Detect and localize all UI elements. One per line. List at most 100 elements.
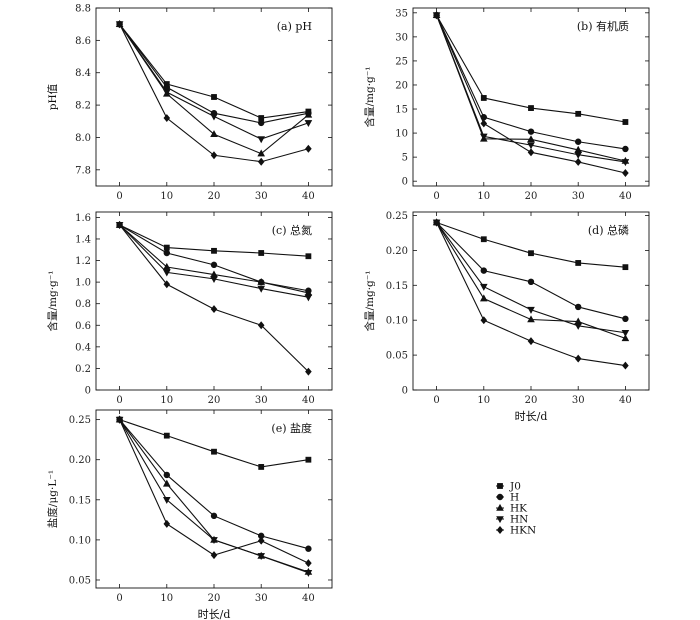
data-point-HKN <box>574 157 582 166</box>
legend-label-HKN: HKN <box>510 525 536 537</box>
x-tick-label: 40 <box>619 395 632 406</box>
data-point-J0 <box>528 250 534 257</box>
data-point-HKN <box>433 11 440 20</box>
data-point-HN <box>527 142 535 150</box>
data-point-HN <box>257 136 266 144</box>
y-tick-label: 0.10 <box>69 535 91 546</box>
data-point-HKN <box>305 367 312 376</box>
data-point-HKN <box>163 114 171 123</box>
y-tick-label: 8.2 <box>75 101 91 112</box>
x-tick-label: 10 <box>477 395 490 406</box>
data-point-HK <box>257 277 266 285</box>
data-point-HKN <box>210 151 218 160</box>
x-tick-label: 10 <box>160 593 173 604</box>
panel-2: 0 10 20 30 40 0 0.2 0.4 0.6 0.8 1.0 1.2 1.4 1.6 (c) 总氮… <box>46 211 333 406</box>
data-point-HK <box>210 130 218 138</box>
data-point-HK <box>304 110 313 118</box>
y-tick-label: 15 <box>395 105 408 116</box>
data-point-HN <box>304 294 313 302</box>
data-point-HN <box>210 276 218 284</box>
y-tick-label: 0.25 <box>386 211 408 222</box>
y-axis-label: 盐度/μg·L⁻¹ <box>46 470 59 528</box>
series-line-HKN <box>119 23 309 163</box>
data-point-J0 <box>622 119 629 125</box>
data-point-J0 <box>163 244 170 251</box>
data-point-H <box>574 138 582 145</box>
x-tick-label: 20 <box>208 395 221 406</box>
data-point-HKN <box>163 519 171 528</box>
y-axis-label: 含量/mg·g⁻¹ <box>46 270 59 331</box>
data-point-HKN <box>210 305 218 314</box>
data-point-J0 <box>258 464 265 470</box>
legend-marker-J0 <box>497 483 503 489</box>
x-tick-label: 30 <box>255 395 268 406</box>
data-point-H <box>527 278 535 286</box>
x-tick-label: 20 <box>208 593 221 604</box>
data-point-HN <box>479 133 488 141</box>
plot-frame <box>95 211 333 391</box>
data-point-J0 <box>480 236 487 243</box>
legend-label-HK: HK <box>510 503 527 515</box>
data-point-HN <box>621 159 630 167</box>
y-tick-label: 10 <box>395 129 408 140</box>
data-point-H <box>163 471 171 479</box>
data-point-HN <box>162 89 171 97</box>
x-tick-label: 0 <box>116 191 122 202</box>
x-tick-label: 20 <box>208 191 221 202</box>
y-tick-label: 1.2 <box>75 256 91 267</box>
data-point-J0 <box>305 253 312 260</box>
legend-marker-HK <box>496 503 504 511</box>
data-point-HN <box>479 283 488 291</box>
series-line-J0 <box>119 23 309 119</box>
series-line-H <box>119 419 309 550</box>
data-point-HKN <box>622 361 629 370</box>
y-tick-label: 8.6 <box>75 36 91 47</box>
y-tick-label: 0.05 <box>386 351 408 362</box>
data-point-HK <box>479 294 488 302</box>
data-point-HN <box>621 329 630 337</box>
y-axis-label: 含量/mg·g⁻¹ <box>363 66 376 127</box>
y-tick-label: 0.15 <box>386 281 408 292</box>
data-point-HK <box>621 334 630 342</box>
y-tick-label: 0.8 <box>75 299 91 310</box>
data-point-J0 <box>305 456 312 463</box>
data-point-HN <box>574 322 583 330</box>
x-tick-label: 40 <box>302 593 315 604</box>
y-tick-label: 5 <box>402 153 408 164</box>
data-point-HKN <box>622 169 629 177</box>
data-point-H <box>163 249 171 257</box>
legend-label-H: H <box>510 492 519 504</box>
x-tick-label: 30 <box>572 395 585 406</box>
y-tick-label: 0.10 <box>386 316 408 327</box>
panel-title: (d) 总磷 <box>588 223 629 237</box>
y-tick-label: 1.0 <box>75 278 91 289</box>
y-tick-label: 0 <box>402 386 408 397</box>
data-point-HK <box>527 135 535 143</box>
y-tick-label: 8.8 <box>75 4 91 15</box>
data-point-J0 <box>211 247 217 254</box>
y-tick-label: 0.20 <box>386 246 408 257</box>
x-axis-label: 时长/d <box>515 410 548 423</box>
data-point-H <box>622 315 629 322</box>
y-axis-label: pH值 <box>46 83 59 110</box>
legend-label-J0: J0 <box>509 481 521 493</box>
y-tick-label: 0.15 <box>69 495 91 506</box>
data-point-HKN <box>257 157 265 166</box>
legend-label-HN: HN <box>510 514 528 526</box>
y-tick-label: 25 <box>395 56 408 67</box>
data-point-J0 <box>211 448 217 455</box>
data-point-HN <box>210 113 218 121</box>
data-point-HKN <box>527 148 535 157</box>
data-point-HN <box>527 306 535 314</box>
data-point-HN <box>257 553 266 561</box>
data-point-HKN <box>527 337 535 346</box>
x-axis-label: 时长/d <box>198 608 231 620</box>
data-point-J0 <box>163 432 170 439</box>
data-point-H <box>622 145 629 153</box>
x-tick-label: 30 <box>572 191 585 202</box>
y-tick-label: 30 <box>395 32 408 43</box>
data-point-J0 <box>211 94 217 100</box>
data-point-HK <box>162 262 171 270</box>
data-point-HKN <box>574 354 582 363</box>
